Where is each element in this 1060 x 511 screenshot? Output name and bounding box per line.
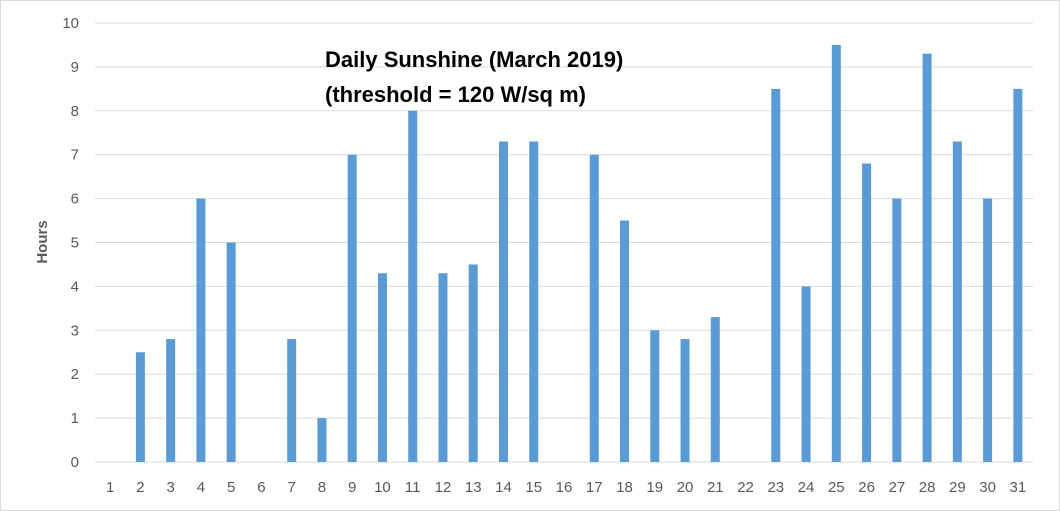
x-tick-label: 8 [318, 479, 326, 496]
y-tick-label: 5 [71, 235, 79, 252]
bar [438, 273, 448, 462]
x-tick-label: 20 [677, 479, 694, 496]
bar [498, 141, 508, 462]
x-tick-label: 6 [257, 479, 265, 496]
y-axis-title: Hours [34, 220, 51, 263]
x-tick-label: 9 [348, 479, 356, 496]
bar [862, 163, 872, 463]
bars [135, 44, 1023, 463]
y-tick-label: 1 [71, 410, 79, 427]
y-tick-label: 6 [71, 191, 79, 208]
x-tick-label: 1 [106, 479, 114, 496]
x-tick-label: 7 [288, 479, 296, 496]
bar [952, 141, 962, 462]
y-axis-tick-labels: 0 1 2 3 4 5 6 7 8 9 10 [62, 15, 79, 471]
x-tick-label: 11 [405, 479, 421, 496]
x-tick-label: 26 [858, 479, 875, 496]
bar [801, 286, 811, 462]
x-tick-label: 17 [586, 479, 603, 496]
bar [1013, 88, 1023, 462]
x-tick-label: 15 [525, 479, 542, 496]
bar [680, 339, 690, 462]
bar [650, 330, 660, 462]
x-tick-label: 22 [737, 479, 754, 496]
bar [287, 339, 297, 462]
y-tick-label: 2 [71, 366, 79, 383]
chart-title-line-1: Daily Sunshine (March 2019) [325, 47, 623, 72]
x-tick-label: 27 [888, 479, 905, 496]
bar [347, 154, 357, 462]
x-tick-label: 30 [979, 479, 996, 496]
x-tick-label: 21 [707, 479, 724, 496]
bar [196, 198, 206, 462]
x-tick-label: 4 [197, 479, 205, 496]
y-tick-label: 8 [71, 103, 79, 120]
bar [892, 198, 902, 462]
bar [589, 154, 599, 462]
bar [317, 418, 327, 462]
y-tick-label: 7 [71, 147, 79, 164]
x-tick-label: 29 [949, 479, 966, 496]
x-tick-label: 23 [767, 479, 784, 496]
x-tick-label: 2 [136, 479, 144, 496]
x-tick-label: 10 [374, 479, 391, 496]
y-tick-label: 9 [71, 59, 79, 76]
gridlines [95, 22, 1033, 463]
bar [771, 88, 781, 462]
x-tick-label: 3 [166, 479, 174, 496]
bar [529, 141, 539, 462]
bar [983, 198, 993, 462]
bar [620, 220, 630, 462]
bar [468, 264, 478, 462]
y-tick-label: 3 [71, 322, 79, 339]
bar [166, 339, 176, 462]
x-tick-label: 13 [465, 479, 482, 496]
chart-title-line-2: (threshold = 120 W/sq m) [325, 82, 586, 107]
x-tick-label: 19 [646, 479, 663, 496]
bar [135, 352, 145, 462]
x-tick-label: 25 [828, 479, 845, 496]
bar [377, 273, 387, 462]
x-tick-label: 24 [798, 479, 815, 496]
x-tick-label: 31 [1010, 479, 1027, 496]
bar [922, 53, 932, 462]
y-tick-label: 10 [62, 15, 79, 32]
x-tick-label: 14 [495, 479, 512, 496]
x-tick-label: 16 [556, 479, 573, 496]
bar [408, 110, 418, 463]
x-tick-label: 5 [227, 479, 235, 496]
bar [710, 317, 720, 462]
x-tick-label: 28 [919, 479, 936, 496]
y-tick-label: 0 [71, 454, 79, 471]
y-tick-label: 4 [71, 278, 79, 295]
bar [226, 242, 236, 462]
x-axis-tick-labels: 1 2 3 4 5 6 7 8 9 10 11 12 13 14 15 16 17 18 19 20 21 22 23 24 2… [106, 479, 1026, 496]
bar [831, 44, 841, 462]
x-tick-label: 12 [435, 479, 452, 496]
x-tick-label: 18 [616, 479, 633, 496]
